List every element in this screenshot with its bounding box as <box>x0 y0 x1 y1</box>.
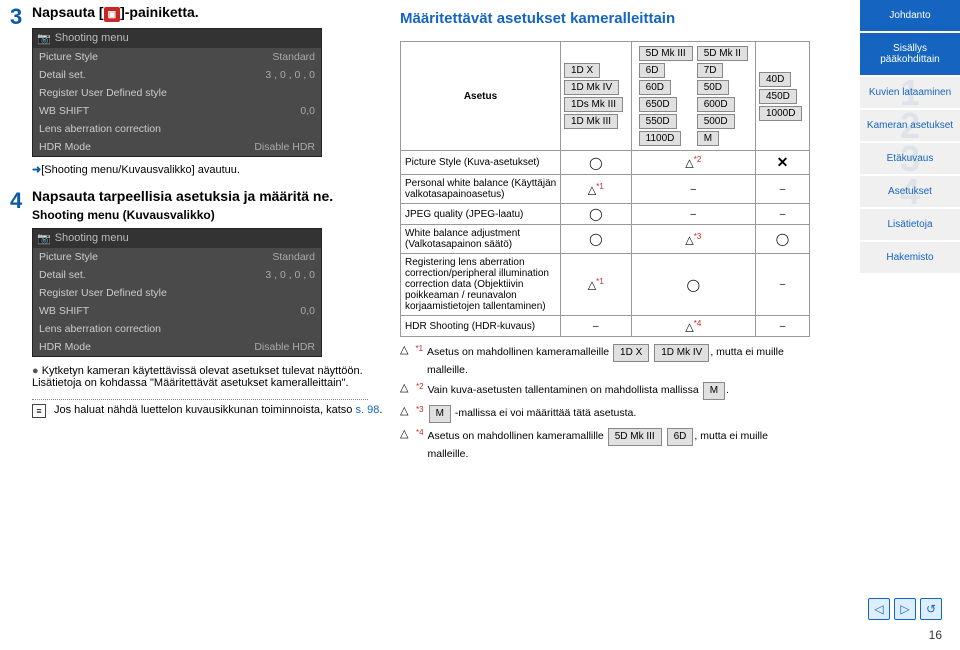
footnote-2: △*2 Vain kuva-asetusten tallentaminen on… <box>400 381 810 401</box>
menu-row: Lens aberration correction <box>33 120 321 138</box>
camera-model-tag: 1D Mk III <box>564 114 618 129</box>
step-3-number: 3 <box>10 4 22 30</box>
camera-model-tag: M <box>697 131 719 146</box>
camera-model-tag: 600D <box>697 97 735 112</box>
table-row: HDR Shooting (HDR-kuvaus)–△*4– <box>401 316 810 337</box>
menu-row: Picture StyleStandard <box>33 248 321 266</box>
footnote-3: △*3 M -mallissa ei voi määrittää tätä as… <box>400 404 810 424</box>
menu-row: WB SHIFT0,0 <box>33 102 321 120</box>
sidebar-item[interactable]: Hakemisto <box>860 242 960 273</box>
nav-prev-button[interactable]: ◁ <box>868 598 890 620</box>
step3-note-text: [Shooting menu/Kuvausvalikko] avautuu. <box>41 164 240 176</box>
camera-model-tag: 1100D <box>639 131 682 146</box>
camera-model-tag: 650D <box>639 97 677 112</box>
camera-model-tag: 5D Mk II <box>697 46 748 61</box>
camera-icon: ▣ <box>104 7 121 22</box>
menu-header-text: Shooting menu <box>55 32 129 44</box>
page-nav-buttons: ◁ ▷ ↺ <box>868 598 942 620</box>
sidebar-item[interactable]: Lisätietoja <box>860 209 960 240</box>
menu-row: WB SHIFT0,0 <box>33 302 321 320</box>
settings-heading: Määritettävät asetukset kameralleittain <box>400 10 810 27</box>
step-4-title: Napsauta tarpeellisia asetuksia ja määri… <box>32 188 390 204</box>
footnotes-block: △*1 Asetus on mahdollinen kameramalleill… <box>400 343 810 461</box>
menu-row: Detail set.3 , 0 , 0 , 0 <box>33 266 321 284</box>
camera-model-tag: 50D <box>697 80 729 95</box>
table-row: Personal white balance (Käyttäjän valkot… <box>401 175 810 204</box>
sidebar-item[interactable]: 3Etäkuvaus <box>860 143 960 174</box>
camera-model-tag: 1000D <box>759 106 802 121</box>
footnote-4: △*4 Asetus on mahdollinen kameramallille… <box>400 427 810 462</box>
nav-next-button[interactable]: ▷ <box>894 598 916 620</box>
sidebar-nav: JohdantoSisällys pääkohdittain1Kuvien la… <box>860 0 960 275</box>
menu-row: Register User Defined style <box>33 284 321 302</box>
group-b-cell: 5D Mk III 6D 60D 650D 550D 1100D 5D Mk II 7D 50D… <box>631 42 755 151</box>
step-4-number: 4 <box>10 188 22 214</box>
step3-note: ➜[Shooting menu/Kuvausvalikko] avautuu. <box>32 163 390 176</box>
sidebar-item[interactable]: Johdanto <box>860 0 960 31</box>
camera-model-tag: 1Ds Mk III <box>564 97 623 112</box>
asetus-header: Asetus <box>401 42 561 151</box>
camera-model-tag: 40D <box>759 72 791 87</box>
footer-note: ≡ Jos haluat nähdä luettelon kuvausikkun… <box>32 404 390 418</box>
camera-model-tag: 6D <box>639 63 666 78</box>
camera-model-tag: 7D <box>697 63 724 78</box>
menu-row: Picture StyleStandard <box>33 48 321 66</box>
footnote-1: △*1 Asetus on mahdollinen kameramalleill… <box>400 343 810 378</box>
shooting-menu-screenshot-2: 📷 Shooting menu Picture StyleStandardDet… <box>32 228 322 357</box>
menu-row: HDR ModeDisable HDR <box>33 138 321 156</box>
group-a-cell: 1D X 1D Mk IV 1Ds Mk III 1D Mk III <box>561 42 632 151</box>
camera-settings-table: Asetus 1D X 1D Mk IV 1Ds Mk III 1D Mk III 5… <box>400 41 810 337</box>
step3-title-post: ]-painiketta. <box>120 4 199 20</box>
camera-model-tag: 450D <box>759 89 797 104</box>
page-number: 16 <box>929 628 942 642</box>
step3-title-pre: Napsauta [ <box>32 4 104 20</box>
arrow-icon: ➜ <box>32 164 41 176</box>
camera-model-tag: 500D <box>697 114 735 129</box>
camera-model-tag: 1D X <box>564 63 600 78</box>
table-row: JPEG quality (JPEG-laatu)◯–– <box>401 204 810 225</box>
table-row: Picture Style (Kuva-asetukset)◯△*2✕ <box>401 151 810 175</box>
camera-model-tag: 550D <box>639 114 677 129</box>
sidebar-item[interactable]: 1Kuvien lataaminen <box>860 77 960 108</box>
menu-row: Register User Defined style <box>33 84 321 102</box>
footer-icon: ≡ <box>32 404 46 418</box>
footer-text: Jos haluat nähdä luettelon kuvausikkunan… <box>54 404 355 416</box>
footer-dot: . <box>379 404 382 416</box>
table-row: White balance adjustment (Valkotasapaino… <box>401 225 810 254</box>
camera-model-tag: 60D <box>639 80 671 95</box>
menu-header-icon-2: 📷 <box>37 232 51 245</box>
shooting-menu-screenshot-1: 📷 Shooting menu Picture StyleStandardDet… <box>32 28 322 157</box>
sidebar-item[interactable]: Sisällys pääkohdittain <box>860 33 960 75</box>
step-3-title: Napsauta [▣]-painiketta. <box>32 4 390 22</box>
menu-header-text-2: Shooting menu <box>55 232 129 244</box>
footer-link[interactable]: s. 98 <box>355 404 379 416</box>
camera-model-tag: 1D Mk IV <box>564 80 619 95</box>
divider-line <box>32 399 368 400</box>
sidebar-item[interactable]: 2Kameran asetukset <box>860 110 960 141</box>
sidebar-item[interactable]: 4Asetukset <box>860 176 960 207</box>
step-4-subtitle: Shooting menu (Kuvausvalikko) <box>32 208 390 222</box>
menu-row: Detail set.3 , 0 , 0 , 0 <box>33 66 321 84</box>
nav-back-button[interactable]: ↺ <box>920 598 942 620</box>
table-row: Registering lens aberration correction/p… <box>401 254 810 316</box>
camera-model-tag: 5D Mk III <box>639 46 693 61</box>
menu-row: Lens aberration correction <box>33 320 321 338</box>
menu-row: HDR ModeDisable HDR <box>33 338 321 356</box>
group-c-cell: 40D 450D 1000D <box>755 42 809 151</box>
menu-header-icon: 📷 <box>37 32 51 45</box>
step4-note: ● Kytketyn kameran käytettävissä olevat … <box>32 365 390 389</box>
